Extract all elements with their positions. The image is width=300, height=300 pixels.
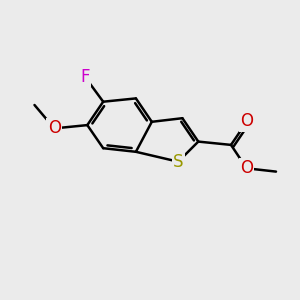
Text: F: F xyxy=(80,68,90,86)
Text: O: O xyxy=(240,112,254,130)
Text: S: S xyxy=(173,153,184,171)
Text: O: O xyxy=(240,159,253,177)
Text: O: O xyxy=(48,119,61,137)
